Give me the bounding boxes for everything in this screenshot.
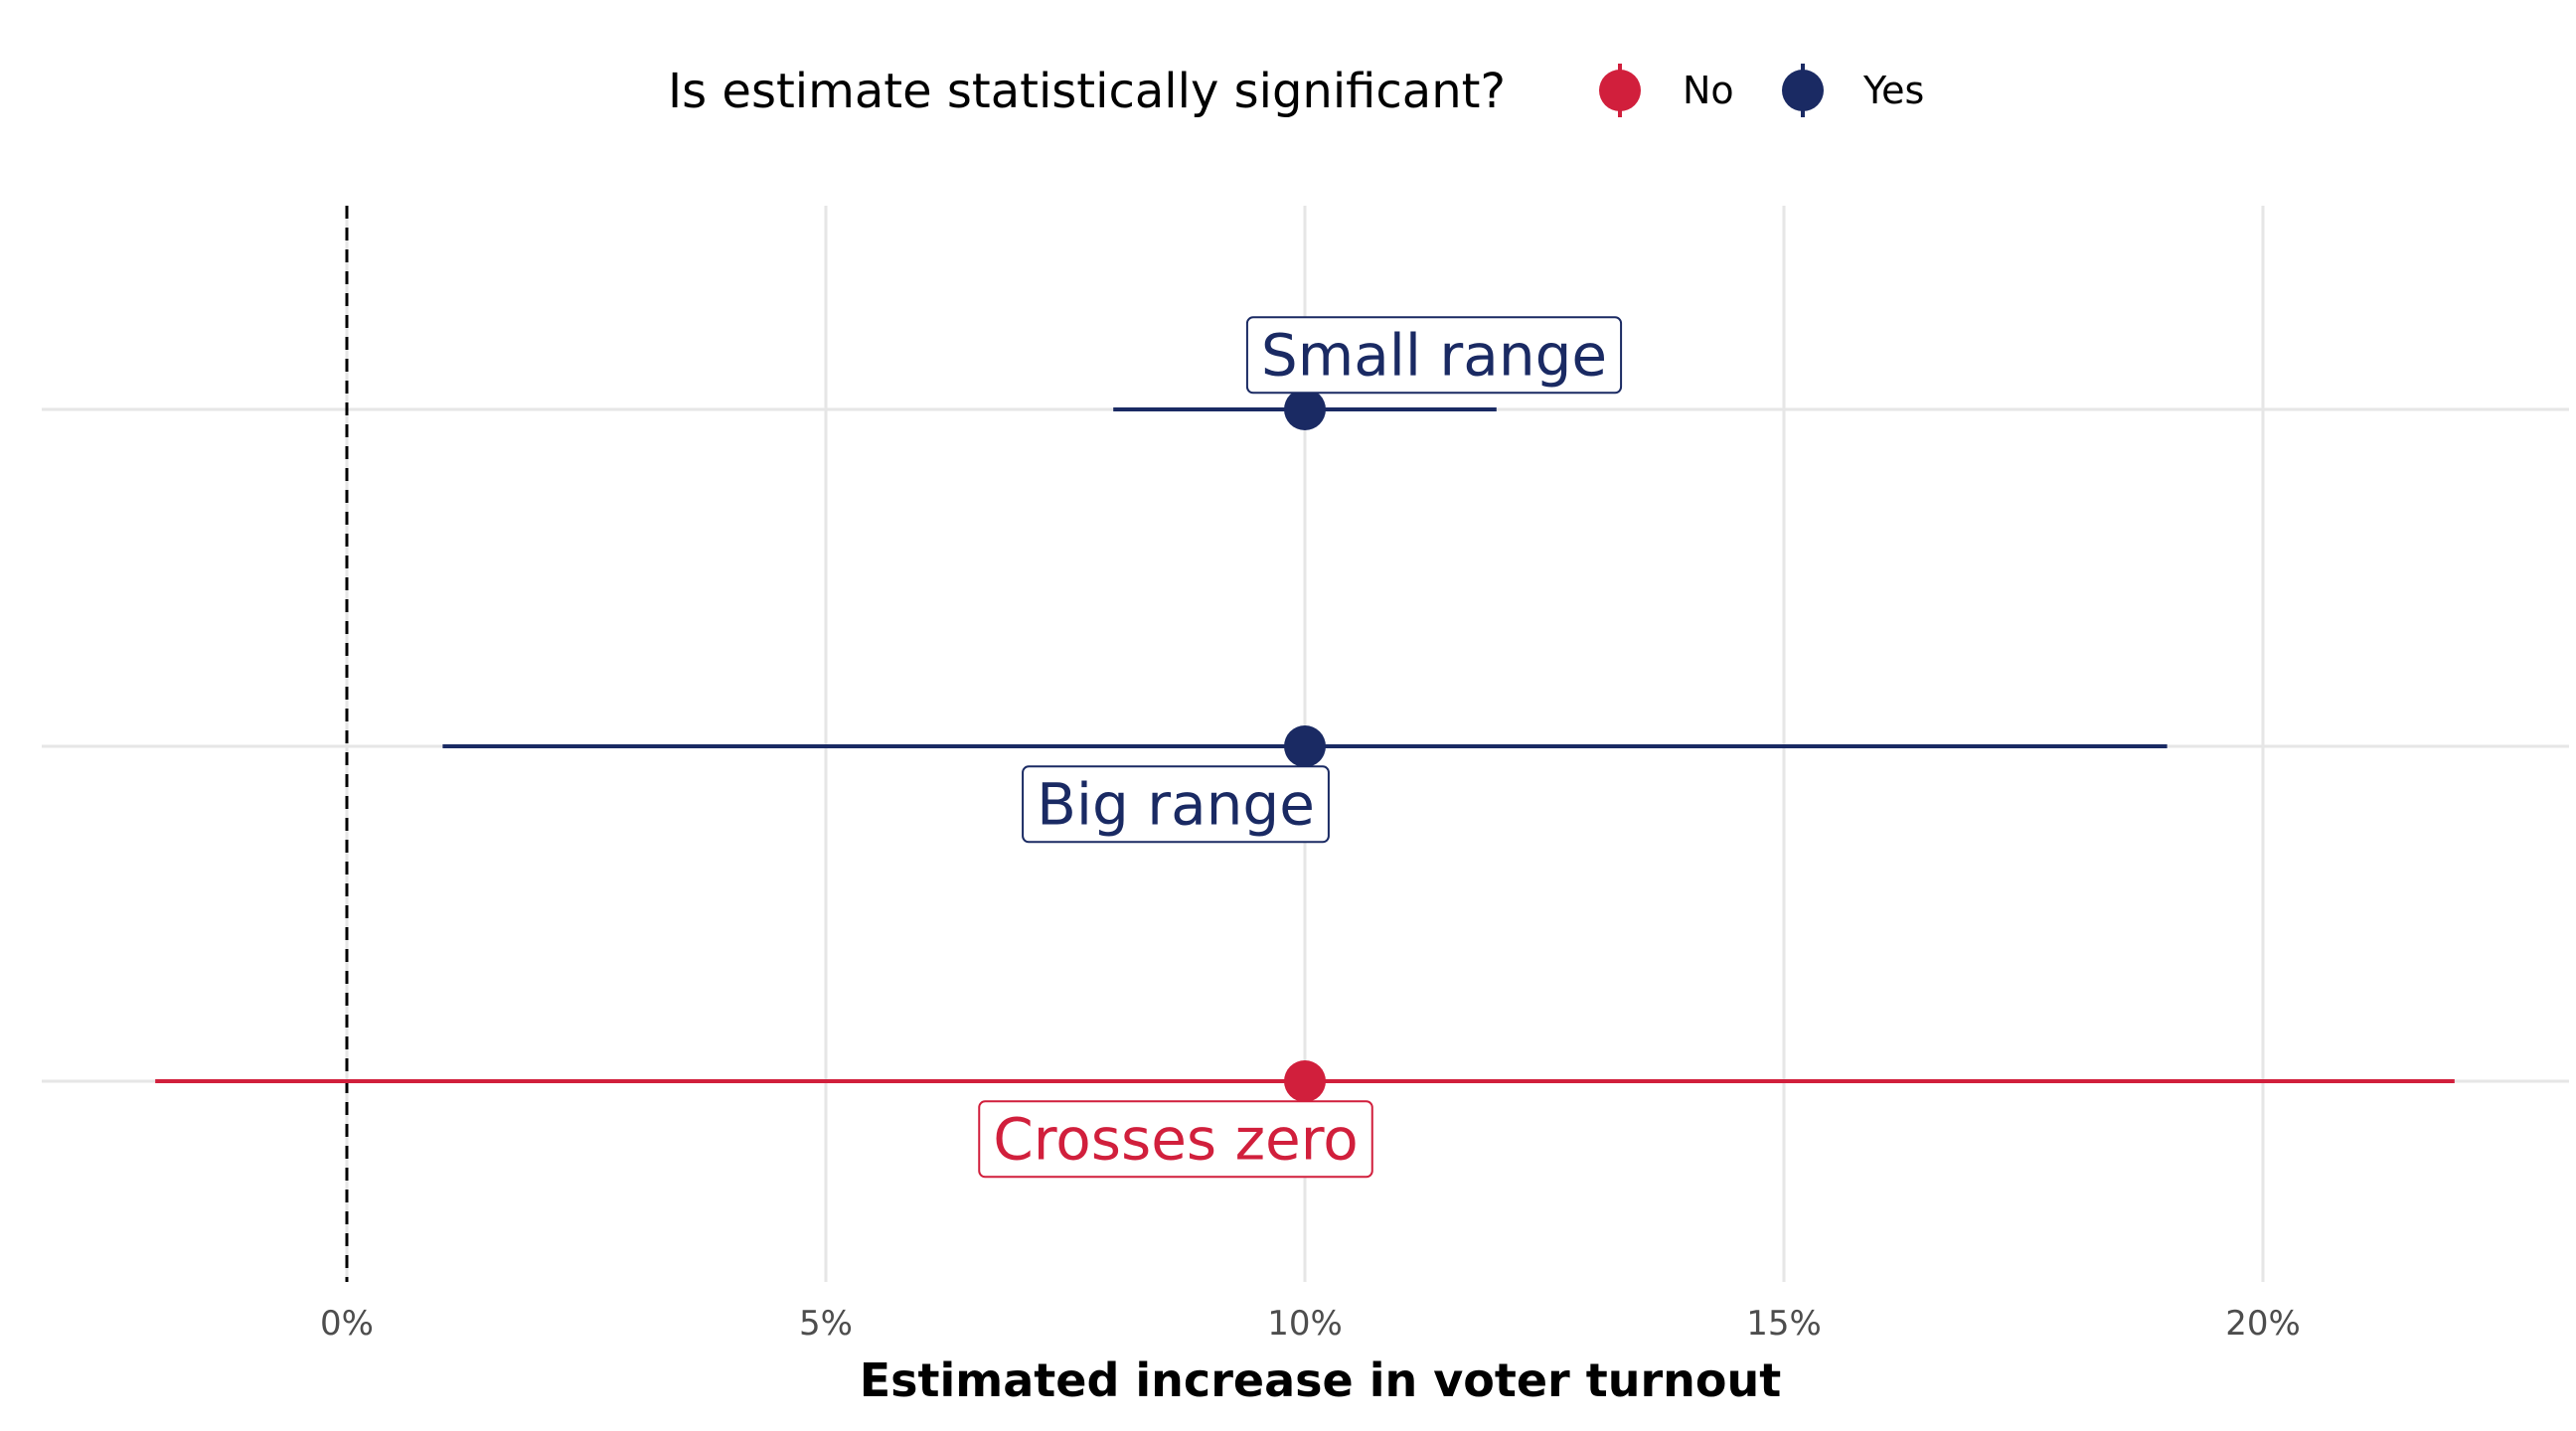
x-axis-title: Estimated increase in voter turnout bbox=[860, 1353, 1781, 1407]
legend-entry-yes: Yes bbox=[1782, 64, 1924, 117]
legend-label-yes: Yes bbox=[1862, 69, 1924, 112]
point-small-range bbox=[1284, 389, 1326, 430]
label-big-range: Big range bbox=[1037, 770, 1315, 838]
label-box-small-range bbox=[1245, 316, 1623, 395]
legend-entry-no: No bbox=[1599, 64, 1734, 117]
legend-label-no: No bbox=[1683, 69, 1734, 112]
legend-key-point-no bbox=[1599, 70, 1641, 111]
legend-key-point-yes bbox=[1782, 70, 1824, 111]
x-axis-ticks: 0% 5% 10% 15% 20% bbox=[320, 1304, 2301, 1344]
legend: Is estimate statistically significant? N… bbox=[668, 64, 1924, 119]
legend-title: Is estimate statistically significant? bbox=[668, 64, 1506, 119]
label-small-range: Small range bbox=[1261, 321, 1607, 389]
x-tick-label-20%: 20% bbox=[2225, 1304, 2301, 1344]
x-tick-label-5%: 5% bbox=[799, 1304, 853, 1344]
label-box-big-range bbox=[1022, 765, 1330, 844]
x-tick-label-15%: 15% bbox=[1746, 1304, 1822, 1344]
legend-entries: No Yes bbox=[1599, 64, 1924, 117]
label-box-crosses-zero bbox=[978, 1100, 1373, 1179]
label-crosses-zero: Crosses zero bbox=[993, 1105, 1359, 1173]
x-tick-label-0%: 0% bbox=[320, 1304, 374, 1344]
range-layer bbox=[155, 389, 2455, 1102]
point-big-range bbox=[1284, 725, 1326, 767]
point-crosses-zero bbox=[1284, 1060, 1326, 1102]
x-tick-label-10%: 10% bbox=[1267, 1304, 1343, 1344]
point-label-layer: Small range Big range Crosses zero bbox=[978, 316, 1623, 1179]
